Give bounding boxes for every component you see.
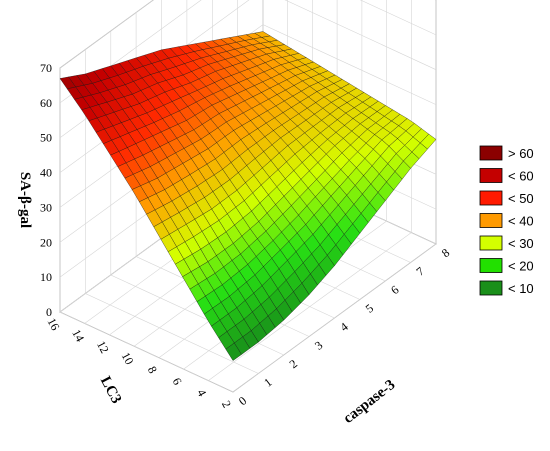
y-tick-label: 10: [119, 350, 137, 367]
legend-label: < 40: [508, 214, 534, 229]
y-tick-label: 4: [194, 387, 209, 399]
y-gridline: [232, 0, 437, 393]
x-tick-label: 8: [439, 245, 452, 260]
y-gridline: [208, 0, 412, 381]
z-tick-label: 20: [40, 235, 52, 249]
legend-swatch: [479, 145, 503, 161]
legend-label: < 10: [508, 281, 534, 296]
z-tick-label: 30: [40, 200, 52, 214]
x-tick-label: 2: [287, 356, 300, 371]
z-axis-title: SA-β-gal: [17, 172, 33, 228]
legend-label: < 60: [508, 169, 534, 184]
x-tick-label: 5: [363, 301, 376, 316]
legend-swatch: [479, 235, 503, 251]
legend-swatch: [479, 213, 503, 228]
legend-swatch: [479, 258, 503, 273]
legend: > 60 < 60 < 50 < 40 < 30 < 20 < 10: [479, 145, 534, 296]
x-tick-label: 0: [236, 393, 249, 408]
legend-label: < 30: [508, 236, 534, 251]
x-tick-label: 1: [261, 375, 274, 390]
z-tick-label: 70: [40, 61, 52, 75]
legend-label: > 60: [508, 146, 534, 161]
y-tick-label: 14: [69, 327, 87, 344]
y-tick-label: 8: [145, 364, 160, 376]
x-axis-title: caspase-3: [341, 377, 399, 427]
legend-label: < 50: [508, 191, 534, 206]
z-gridline: [59, 0, 437, 104]
surface-cell: [225, 342, 242, 361]
legend-swatch: [479, 280, 503, 296]
y-axis-title: LC3: [97, 374, 124, 407]
y-tick-label: 16: [45, 316, 63, 333]
legend-label: < 20: [508, 259, 534, 274]
z-tick-label: 0: [46, 305, 52, 319]
x-tick-label: 3: [312, 338, 325, 353]
x-tick-label: 4: [337, 319, 350, 334]
z-gridline: [59, 0, 436, 69]
z-tick-label: 10: [40, 270, 52, 284]
z-tick-label: 60: [40, 96, 52, 110]
y-tick-label: 6: [170, 375, 185, 387]
legend-swatch: [479, 168, 503, 183]
x-tick-label: 6: [388, 282, 401, 297]
z-tick-label: 50: [40, 131, 52, 145]
y-tick-label: 2: [219, 398, 234, 410]
x-tick-label: 7: [413, 264, 426, 279]
y-tick-label: 12: [94, 338, 112, 355]
surface: [59, 31, 437, 361]
legend-swatch: [479, 190, 503, 206]
z-tick-label: 40: [40, 166, 52, 180]
